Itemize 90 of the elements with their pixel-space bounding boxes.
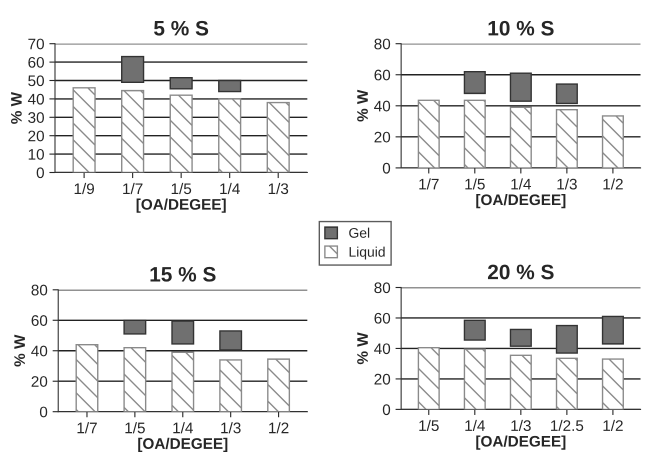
legend-label: Liquid	[350, 246, 385, 260]
x-tick-label: 1/3	[268, 182, 288, 194]
y-tick-label: 0	[382, 404, 390, 416]
bar	[170, 77, 193, 90]
x-tick-label: 1/7	[123, 182, 142, 194]
chart-title: 15 % S	[150, 266, 216, 282]
bar	[121, 56, 144, 84]
x-tick-label: 1/4	[173, 422, 193, 434]
bar	[602, 316, 624, 345]
y-axis-title: % W	[357, 332, 368, 364]
y-tick-label: 40	[374, 343, 390, 354]
y-tick-label: 30	[28, 112, 44, 123]
y-tick-label: 20	[32, 376, 48, 387]
legend-label: Gel	[349, 228, 370, 238]
y-tick-label: 40	[28, 94, 44, 105]
bar	[464, 70, 486, 94]
y-tick-label: 60	[374, 312, 390, 324]
chart-title: 10 % S	[488, 20, 554, 36]
x-tick-label: 1/3	[221, 422, 241, 434]
y-tick-label: 80	[31, 284, 48, 296]
bar	[171, 320, 194, 345]
bar	[123, 320, 146, 335]
y-tick-label: 20	[374, 132, 390, 143]
bar	[556, 83, 578, 104]
bar	[170, 94, 193, 172]
bar	[121, 90, 144, 172]
y-tick-label: 40	[31, 346, 48, 356]
bar	[218, 98, 242, 172]
y-tick-label: 20	[28, 130, 44, 142]
bar	[510, 354, 532, 410]
bar	[464, 100, 486, 168]
y-tick-label: 80	[374, 38, 390, 50]
y-tick-label: 60	[32, 315, 48, 326]
y-axis-title: % W	[357, 90, 368, 122]
y-axis-title: % W	[11, 92, 22, 124]
bar	[464, 348, 486, 410]
bar	[556, 358, 578, 410]
bar	[418, 100, 440, 168]
x-tick-label: 1/3	[511, 420, 531, 432]
y-tick-label: 60	[28, 56, 44, 68]
bar	[464, 320, 486, 341]
bar	[218, 80, 242, 92]
x-tick-label: 1/3	[557, 178, 577, 190]
x-tick-label: 1/2	[603, 420, 623, 432]
bar	[602, 358, 624, 410]
x-tick-label: 1/2	[269, 422, 288, 434]
bar	[510, 106, 532, 168]
y-tick-label: 50	[28, 75, 44, 86]
x-tick-label: 1/5	[125, 422, 145, 434]
bar	[510, 72, 532, 102]
chart-title: 20 % S	[488, 264, 554, 280]
bar	[556, 324, 578, 354]
bar	[556, 108, 578, 168]
y-tick-label: 10	[28, 148, 44, 160]
x-tick-label: 1/7	[78, 422, 97, 434]
x-tick-label: 1/4	[511, 178, 532, 190]
y-tick-label: 0	[382, 162, 390, 174]
x-tick-label: 1/5	[172, 182, 192, 194]
bar	[123, 347, 146, 412]
y-tick-label: 20	[374, 374, 390, 385]
x-axis-title: [OA/DEGEE]	[136, 198, 226, 213]
bar	[266, 102, 290, 172]
x-tick-label: 1/4	[465, 420, 485, 432]
bar	[510, 328, 532, 347]
bar	[76, 344, 98, 412]
x-axis-title: [OA/DEGEE]	[138, 438, 228, 452]
x-tick-label: 1/4	[220, 182, 240, 194]
x-tick-label: 1/5	[465, 178, 485, 190]
x-tick-label: 1/5	[419, 420, 439, 432]
x-tick-label: 1/7	[419, 178, 439, 190]
x-axis-title: [OA/DEGEE]	[476, 435, 566, 450]
y-tick-label: 60	[374, 70, 390, 80]
y-tick-label: 0	[40, 406, 48, 418]
x-tick-label: 1/9	[74, 182, 94, 194]
y-tick-label: 0	[36, 167, 44, 178]
bar	[219, 359, 242, 412]
x-axis-title: [OA/DEGEE]	[476, 194, 566, 208]
x-tick-label: 1/2	[603, 178, 623, 190]
y-tick-label: 70	[28, 38, 44, 50]
bar	[418, 346, 440, 410]
y-tick-label: 40	[374, 100, 390, 112]
bar	[267, 358, 290, 412]
y-axis-title: % W	[14, 334, 25, 366]
chart-title: 5 % S	[154, 20, 208, 36]
bar	[219, 330, 242, 351]
bar	[171, 352, 194, 412]
bar	[72, 87, 96, 172]
y-tick-label: 80	[374, 282, 390, 294]
x-tick-label: 1/2.5	[551, 420, 584, 432]
bar	[602, 115, 624, 168]
